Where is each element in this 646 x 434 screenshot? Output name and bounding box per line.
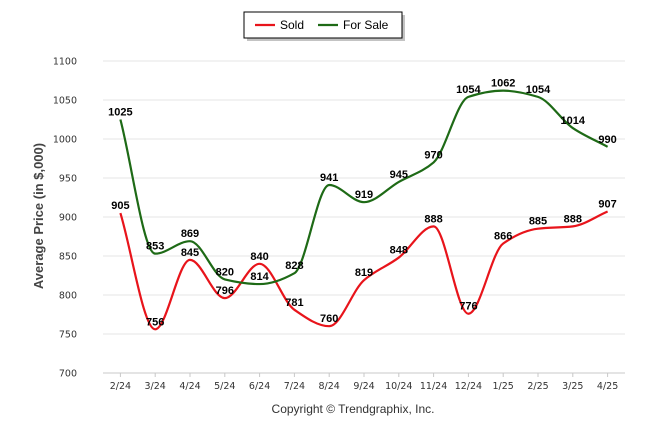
- data-label: 819: [355, 267, 373, 279]
- y-tick-label: 800: [59, 291, 77, 302]
- data-label: 970: [424, 149, 442, 161]
- x-tick-label: 5/24: [214, 381, 235, 392]
- y-tick-label: 1000: [53, 135, 77, 146]
- y-tick-label: 1050: [53, 96, 77, 107]
- data-label: 776: [459, 301, 477, 313]
- x-tick-label: 8/24: [319, 381, 340, 392]
- data-label: 1025: [108, 107, 132, 119]
- x-tick-label: 11/24: [420, 381, 447, 392]
- data-label: 840: [250, 251, 268, 263]
- x-tick-label: 1/25: [493, 381, 514, 392]
- series-lines: [119, 89, 609, 331]
- data-label: 781: [285, 297, 303, 309]
- x-tick-label: 12/24: [455, 381, 482, 392]
- y-tick-label: 750: [59, 330, 77, 341]
- data-label: 756: [146, 316, 164, 328]
- data-label: 919: [355, 189, 373, 201]
- data-label: 1054: [526, 84, 551, 96]
- data-label: 888: [564, 213, 582, 225]
- data-label: 820: [216, 266, 234, 278]
- x-axis-ticks: 2/24 3/24 4/24 5/24 6/24 7/24 8/24 9/24 10/24 11/…: [110, 373, 618, 392]
- x-tick-label: 7/24: [284, 381, 305, 392]
- data-label: 796: [216, 285, 234, 297]
- y-axis-ticks: 700 750 800 850 900 950 1000 1050 1100: [53, 57, 77, 380]
- data-label: 1062: [491, 78, 515, 90]
- data-label: 941: [320, 172, 338, 184]
- legend: Sold For Sale: [243, 11, 405, 41]
- data-label: 990: [598, 134, 616, 146]
- x-tick-label: 9/24: [353, 381, 374, 392]
- x-tick-label: 10/24: [385, 381, 412, 392]
- data-label: 828: [285, 260, 303, 272]
- data-label: 888: [424, 213, 442, 225]
- data-label: 905: [111, 200, 129, 212]
- data-label: 814: [250, 271, 269, 283]
- legend-label: Sold: [280, 18, 304, 32]
- legend-label: For Sale: [343, 18, 389, 32]
- data-label: 885: [529, 216, 547, 228]
- data-labels: 905 756 845 796 840 781 760 819 848 888 776 866 885 8…: [108, 78, 617, 329]
- x-tick-label: 3/24: [145, 381, 166, 392]
- x-tick-label: 6/24: [249, 381, 270, 392]
- y-axis-label: Average Price (in $,000): [31, 143, 46, 289]
- x-tick-label: 2/25: [527, 381, 548, 392]
- y-tick-label: 700: [59, 369, 77, 380]
- x-tick-label: 4/24: [179, 381, 200, 392]
- data-label: 845: [181, 247, 199, 259]
- data-label: 1054: [456, 84, 481, 96]
- series-line-sold: [119, 210, 609, 331]
- x-tick-label: 3/25: [562, 381, 583, 392]
- data-label: 848: [390, 245, 408, 257]
- y-tick-label: 850: [59, 252, 77, 263]
- x-tick-label: 2/24: [110, 381, 131, 392]
- data-label: 853: [146, 241, 164, 253]
- data-label: 866: [494, 231, 512, 243]
- x-tick-label: 4/25: [597, 381, 618, 392]
- data-label: 907: [598, 199, 616, 211]
- data-label: 945: [390, 169, 408, 181]
- y-tick-label: 950: [59, 174, 77, 185]
- y-tick-label: 1100: [53, 57, 77, 68]
- series-line-for-sale: [119, 89, 609, 286]
- data-label: 760: [320, 313, 338, 325]
- data-label: 1014: [561, 115, 586, 127]
- data-label: 869: [181, 228, 199, 240]
- copyright-credit: Copyright © Trendgraphix, Inc.: [272, 402, 435, 416]
- y-tick-label: 900: [59, 213, 77, 224]
